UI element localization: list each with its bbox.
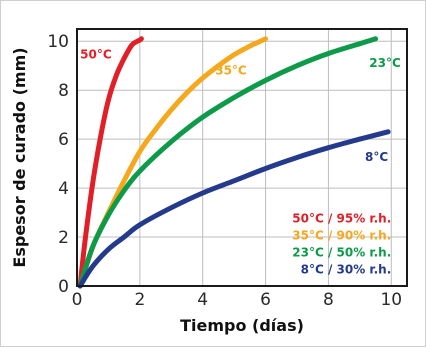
y-tick-label: 6: [58, 130, 69, 150]
legend-entry-2: 23°C / 50% r.h.: [292, 245, 391, 259]
y-tick-label: 0: [58, 277, 69, 297]
curve-label-3: 8°C: [365, 150, 388, 164]
y-axis-title: Espesor de curado (mm): [10, 47, 29, 267]
x-tick-label: 0: [72, 290, 83, 310]
y-tick-label: 8: [58, 81, 69, 101]
series-lines: [77, 36, 391, 289]
y-tick-label: 10: [47, 32, 69, 52]
y-tick-label: 2: [58, 228, 69, 248]
plot-frame: [76, 28, 408, 287]
y-tick-label: 4: [58, 179, 69, 199]
legend: 50°C / 95% r.h. 35°C / 90% r.h. 23°C / 50%…: [292, 211, 391, 276]
series-line-0: [77, 36, 144, 289]
curve-label-1: 35°C: [215, 63, 247, 77]
x-tick-label: 2: [134, 290, 145, 310]
x-tick-label: 10: [380, 290, 402, 310]
x-tick-label: 4: [197, 290, 208, 310]
curve-label-2: 23°C: [369, 56, 401, 70]
x-tick-label: 6: [260, 290, 271, 310]
curve-labels: 50°C 35°C 23°C 8°C: [80, 47, 401, 164]
x-tick-label: 8: [323, 290, 334, 310]
tick-labels: 0 2 4 6 8 10 0 2 4 6 8 10: [47, 32, 402, 310]
curve-label-0: 50°C: [80, 47, 112, 61]
series-line-3: [77, 129, 391, 289]
legend-entry-1: 35°C / 90% r.h.: [292, 228, 391, 242]
legend-entry-3: 8°C / 30% r.h.: [301, 262, 392, 276]
x-axis-title: Tiempo (días): [180, 316, 304, 335]
legend-entry-0: 50°C / 95% r.h.: [292, 211, 391, 225]
series-line-2: [77, 36, 379, 289]
